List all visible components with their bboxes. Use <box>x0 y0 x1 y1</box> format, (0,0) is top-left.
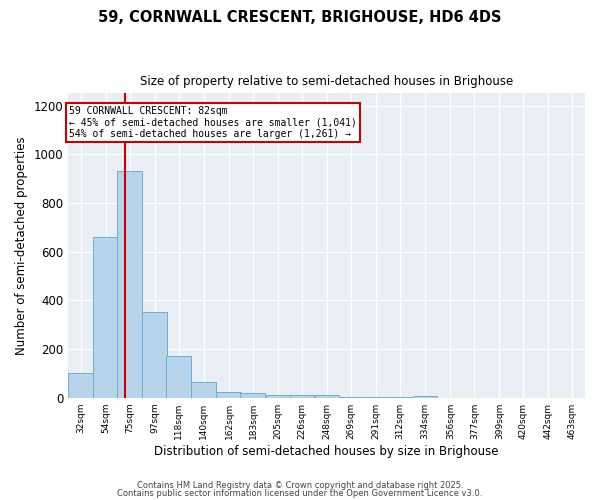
Title: Size of property relative to semi-detached houses in Brighouse: Size of property relative to semi-detach… <box>140 75 513 88</box>
Bar <box>93 237 118 398</box>
Y-axis label: Number of semi-detached properties: Number of semi-detached properties <box>15 136 28 355</box>
Bar <box>413 396 437 398</box>
X-axis label: Distribution of semi-detached houses by size in Brighouse: Distribution of semi-detached houses by … <box>154 444 499 458</box>
Bar <box>142 312 167 398</box>
Text: 59, CORNWALL CRESCENT, BRIGHOUSE, HD6 4DS: 59, CORNWALL CRESCENT, BRIGHOUSE, HD6 4D… <box>98 10 502 25</box>
Bar <box>166 356 191 398</box>
Bar <box>290 395 314 398</box>
Bar <box>338 397 364 398</box>
Bar <box>314 395 340 398</box>
Text: Contains public sector information licensed under the Open Government Licence v3: Contains public sector information licen… <box>118 488 482 498</box>
Bar <box>217 392 241 398</box>
Text: Contains HM Land Registry data © Crown copyright and database right 2025.: Contains HM Land Registry data © Crown c… <box>137 481 463 490</box>
Bar <box>117 172 142 398</box>
Bar <box>191 382 216 398</box>
Bar <box>266 395 290 398</box>
Bar <box>68 374 93 398</box>
Text: 59 CORNWALL CRESCENT: 82sqm
← 45% of semi-detached houses are smaller (1,041)
54: 59 CORNWALL CRESCENT: 82sqm ← 45% of sem… <box>70 106 357 138</box>
Bar <box>241 394 265 398</box>
